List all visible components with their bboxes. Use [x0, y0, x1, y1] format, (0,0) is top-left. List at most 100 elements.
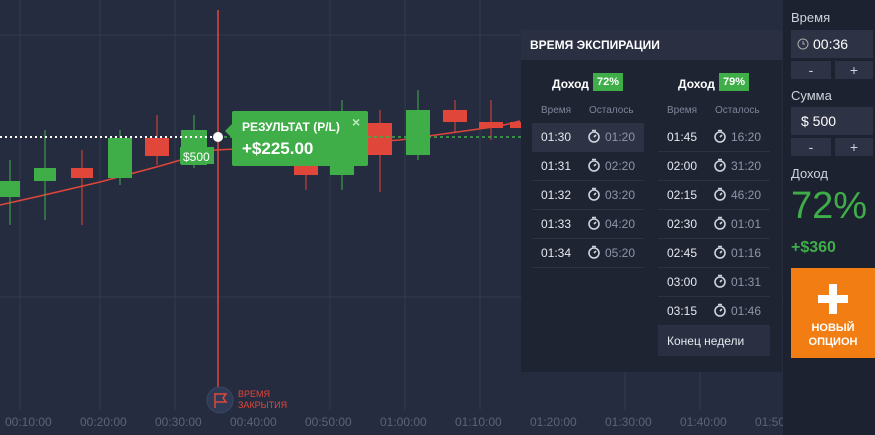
- remaining-time: 04:20: [605, 217, 636, 231]
- expiry-time: 01:34: [541, 246, 572, 260]
- time-label: 00:40:00: [230, 415, 277, 429]
- time-label: Время: [791, 10, 831, 25]
- expiry-time: 01:33: [541, 217, 572, 231]
- close-x[interactable]: ×: [352, 114, 361, 130]
- amount-value: $ 500: [801, 113, 837, 129]
- column-header: Осталось: [715, 105, 760, 116]
- expiry-row[interactable]: 01:31 02:20: [532, 152, 644, 181]
- expiry-time: 01:31: [541, 159, 572, 173]
- timer-icon: [588, 158, 600, 172]
- remaining-time: 46:20: [731, 188, 762, 202]
- expiry-header: [521, 30, 782, 60]
- time-label: 01:40:00: [680, 415, 727, 429]
- remaining-time: 05:20: [605, 246, 636, 260]
- result-value: +$225.00: [242, 139, 314, 158]
- new-option-button[interactable]: НОВЫЙ ОПЦИОН: [791, 268, 875, 358]
- column-header: Осталось: [589, 105, 634, 116]
- remaining-time: 02:20: [605, 159, 636, 173]
- remaining-time: 16:20: [731, 130, 762, 144]
- chart-area: [0, 0, 783, 414]
- expiry-row[interactable]: 01:45 16:20: [658, 123, 770, 152]
- timer-icon: [588, 216, 600, 230]
- flag-icon: [214, 393, 228, 408]
- timer-icon: [588, 245, 600, 259]
- expiry-time: 02:45: [667, 246, 698, 260]
- new-option-line: ОПЦИОН: [808, 336, 858, 348]
- new-option-line: НОВЫЙ: [811, 322, 855, 334]
- timer-icon: [588, 187, 600, 201]
- week-end-label: Конец недели: [667, 334, 745, 348]
- timer-icon: [714, 158, 726, 172]
- expiry-title: ВРЕМЯ ЭКСПИРАЦИИ: [530, 38, 660, 52]
- profit: +$360: [791, 239, 836, 256]
- expiry-row[interactable]: 03:15 01:46: [658, 297, 770, 326]
- remaining-time: 01:20: [605, 130, 636, 144]
- expiry-row[interactable]: 03:00 01:31: [658, 268, 770, 297]
- result-title: РЕЗУЛЬТАТ (P/L): [242, 120, 340, 134]
- expiry-panel: ВРЕМЯ ЭКСПИРАЦИИ Доход 72% Время Осталось 01…: [521, 30, 782, 372]
- expiry-row[interactable]: 01:30 01:20: [532, 123, 644, 152]
- time-field[interactable]: 00:36: [791, 30, 873, 58]
- timer-icon: [714, 274, 726, 288]
- expiry-time: 03:15: [667, 304, 698, 318]
- price-tag-bg: [180, 147, 214, 164]
- result-pointer: [225, 124, 232, 138]
- timer-icon: [714, 245, 726, 259]
- trend-line: [0, 120, 521, 206]
- income-value: 72%: [791, 185, 868, 227]
- remaining-time: 03:20: [605, 188, 636, 202]
- entry-point: [213, 132, 223, 142]
- expiry-row[interactable]: 01:32 03:20: [532, 181, 644, 210]
- remaining-time: 01:31: [731, 275, 762, 289]
- timer-icon: [714, 216, 726, 230]
- remaining-time: 01:46: [731, 304, 762, 318]
- amount-minus[interactable]: -: [791, 138, 831, 156]
- column-header: Время: [541, 105, 572, 116]
- new-option-label: НОВЫЙ ОПЦИОН: [791, 321, 875, 349]
- timer-icon: [714, 303, 726, 317]
- close-label: ВРЕМЯ ЗАКРЫТИЯ: [238, 389, 287, 411]
- time-label: 01:00:00: [380, 415, 427, 429]
- expiry-time: 02:00: [667, 159, 698, 173]
- time-label: 01:20:00: [530, 415, 577, 429]
- time-label: 00:30:00: [155, 415, 202, 429]
- expiry-time: 02:15: [667, 188, 698, 202]
- timer-icon: [588, 129, 600, 143]
- column-header: Время: [667, 105, 698, 116]
- amount-label: Сумма: [791, 88, 832, 103]
- price-tag: $500: [183, 150, 210, 164]
- week-end-row[interactable]: Конец недели: [658, 326, 770, 356]
- close-flag: [206, 386, 234, 414]
- amount-plus[interactable]: +: [835, 138, 873, 156]
- expiry-time: 01:45: [667, 130, 698, 144]
- expiry-time: 03:00: [667, 275, 698, 289]
- expiry-row[interactable]: 01:33 04:20: [532, 210, 644, 239]
- time-plus[interactable]: +: [835, 61, 873, 79]
- remaining-time: 01:16: [731, 246, 762, 260]
- remaining-time: 01:01: [731, 217, 762, 231]
- expiry-time: 02:30: [667, 217, 698, 231]
- timer-icon: [714, 129, 726, 143]
- expiry-row[interactable]: 02:00 31:20: [658, 152, 770, 181]
- time-label: 00:50:00: [305, 415, 352, 429]
- remaining-time: 31:20: [731, 159, 762, 173]
- time-label: 01:10:00: [455, 415, 502, 429]
- income-label: Доход: [552, 77, 589, 91]
- expiry-row[interactable]: 02:45 01:16: [658, 239, 770, 268]
- expiry-row[interactable]: 01:34 05:20: [532, 239, 644, 268]
- time-minus[interactable]: -: [791, 61, 831, 79]
- expiry-time: 01:32: [541, 188, 572, 202]
- plus-icon: [818, 284, 848, 314]
- expiry-row[interactable]: 02:30 01:01: [658, 210, 770, 239]
- time-label: 01:30:00: [605, 415, 652, 429]
- time-label: 00:10:00: [5, 415, 52, 429]
- timer-icon: [714, 187, 726, 201]
- amount-field[interactable]: $ 500: [791, 107, 873, 135]
- income-badge: 72%: [593, 73, 624, 91]
- time-label: 00:20:00: [80, 415, 127, 429]
- result-box: [232, 111, 368, 166]
- close-label-line: ЗАКРЫТИЯ: [238, 400, 288, 410]
- close-label-line: ВРЕМЯ: [238, 389, 271, 399]
- expiry-row[interactable]: 02:15 46:20: [658, 181, 770, 210]
